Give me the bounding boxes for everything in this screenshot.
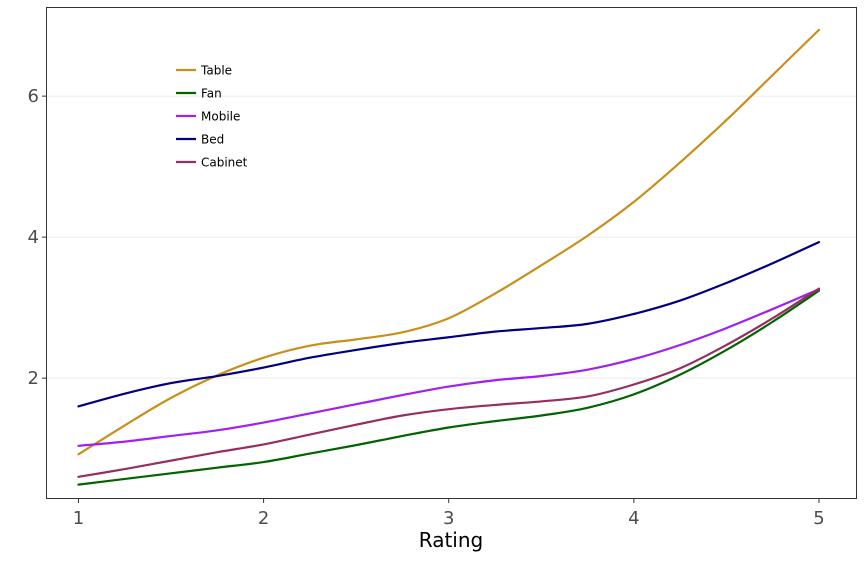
- series-line-table: [77, 28, 821, 456]
- x-tick-label: 3: [443, 508, 454, 529]
- plot-border: [46, 7, 857, 499]
- series-line-fan: [77, 289, 821, 486]
- series-line-bed: [77, 240, 821, 408]
- x-axis-ticks: 1 2 3 4 5: [73, 498, 825, 529]
- x-axis-title: Rating: [419, 528, 483, 552]
- legend-label-cabinet: Cabinet: [201, 156, 248, 170]
- y-tick-label: 4: [28, 227, 39, 248]
- legend-label-fan: Fan: [201, 87, 222, 101]
- x-tick-label: 1: [73, 508, 84, 529]
- legend: Table Fan Mobile Bed Cabinet: [176, 64, 248, 170]
- x-tick-label: 2: [258, 508, 269, 529]
- x-tick-label: 4: [628, 508, 639, 529]
- x-tick-label: 5: [813, 508, 824, 529]
- legend-label-bed: Bed: [201, 133, 224, 147]
- legend-label-mobile: Mobile: [201, 110, 240, 124]
- series-lines: [77, 28, 821, 486]
- legend-label-table: Table: [200, 64, 232, 78]
- gridlines: [47, 95, 856, 379]
- y-tick-label: 6: [28, 86, 39, 107]
- series-line-cabinet: [77, 287, 821, 478]
- series-line-mobile: [77, 288, 821, 447]
- y-tick-label: 2: [28, 368, 39, 389]
- y-axis-ticks: 2 4 6: [28, 86, 47, 389]
